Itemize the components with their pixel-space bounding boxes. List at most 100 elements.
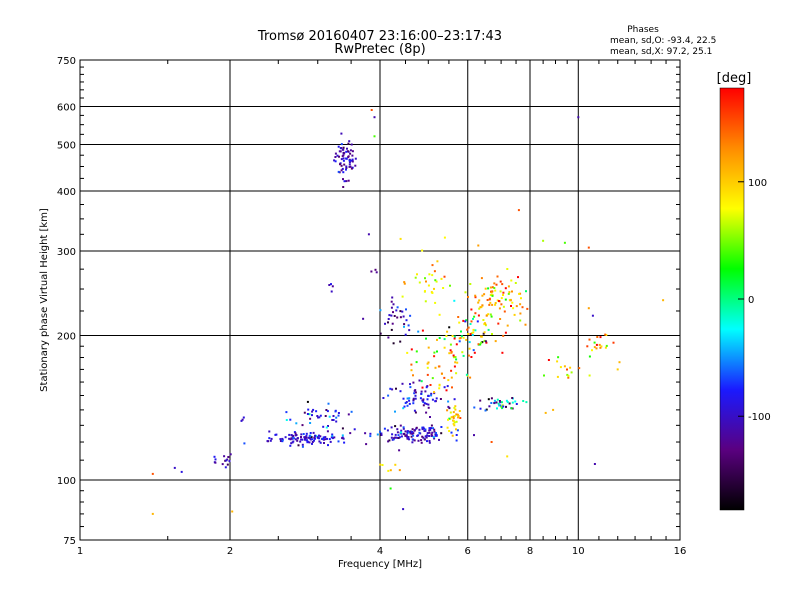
data-point xyxy=(455,372,458,375)
data-point xyxy=(335,420,338,423)
data-point xyxy=(489,286,492,289)
data-point xyxy=(290,442,293,445)
data-point xyxy=(318,437,320,440)
data-point xyxy=(306,400,309,403)
data-point xyxy=(279,440,282,442)
data-point xyxy=(428,429,431,432)
data-point xyxy=(231,510,234,513)
data-point xyxy=(481,294,484,297)
data-point xyxy=(480,335,482,338)
data-point xyxy=(392,303,395,306)
data-point xyxy=(395,309,398,312)
data-point xyxy=(403,282,406,285)
data-point xyxy=(397,434,400,437)
colorbar-ticks: 100 0 -100 xyxy=(738,178,771,423)
data-point xyxy=(296,439,299,442)
data-point xyxy=(370,109,373,111)
data-point xyxy=(447,405,450,408)
data-point xyxy=(405,319,408,322)
data-point xyxy=(502,294,504,296)
data-point xyxy=(390,300,393,303)
data-point xyxy=(428,440,431,442)
data-point xyxy=(440,277,443,280)
data-point xyxy=(483,339,486,342)
data-point xyxy=(599,336,602,339)
data-point xyxy=(487,287,490,290)
data-point xyxy=(340,158,343,161)
colorbar-tick-label: -100 xyxy=(748,412,771,423)
data-point xyxy=(425,386,428,389)
data-point xyxy=(406,404,409,407)
data-point xyxy=(426,373,429,376)
stats-heading: Phases xyxy=(627,25,659,35)
data-point xyxy=(327,425,329,427)
data-point xyxy=(451,434,454,437)
data-point xyxy=(341,427,344,430)
data-point xyxy=(409,383,411,386)
data-point xyxy=(404,402,407,404)
data-point xyxy=(501,407,504,410)
data-point xyxy=(458,340,461,343)
data-point xyxy=(308,441,311,444)
data-point xyxy=(511,397,514,399)
data-point xyxy=(447,400,450,403)
y-tick-label: 400 xyxy=(57,187,76,198)
data-point xyxy=(240,419,243,422)
data-point xyxy=(392,437,395,440)
data-point xyxy=(457,415,460,417)
data-point xyxy=(412,402,415,405)
data-point xyxy=(488,297,491,300)
data-point xyxy=(483,322,486,325)
data-point xyxy=(455,439,458,442)
data-point xyxy=(472,317,474,320)
data-point xyxy=(396,306,399,309)
data-point xyxy=(409,430,412,433)
data-point xyxy=(443,236,446,239)
data-point xyxy=(593,463,596,465)
data-point xyxy=(497,402,500,405)
data-point xyxy=(383,427,386,430)
data-point xyxy=(413,392,416,395)
y-tick-label: 200 xyxy=(57,332,76,343)
data-point xyxy=(281,439,284,441)
data-point xyxy=(504,331,507,334)
data-point xyxy=(499,290,502,293)
data-point xyxy=(347,142,350,145)
data-point xyxy=(453,406,456,409)
data-point xyxy=(435,432,437,434)
y-tick-label: 750 xyxy=(57,56,76,67)
data-point xyxy=(427,284,430,287)
data-point xyxy=(325,409,328,411)
data-point xyxy=(453,424,456,427)
data-point xyxy=(517,209,520,212)
data-point xyxy=(340,143,343,146)
minor-ticks xyxy=(80,60,680,540)
data-point xyxy=(335,416,338,419)
data-point xyxy=(409,386,412,389)
data-point xyxy=(491,294,494,297)
data-point xyxy=(294,432,297,435)
x-axis-label: Frequency [MHz] xyxy=(338,559,422,570)
data-point xyxy=(333,436,336,439)
data-point xyxy=(394,425,397,428)
data-point xyxy=(348,140,351,143)
data-point xyxy=(428,441,431,444)
data-point xyxy=(351,160,354,163)
data-point xyxy=(547,359,550,361)
data-point xyxy=(604,333,607,336)
data-point xyxy=(289,418,292,421)
data-point xyxy=(331,435,334,437)
data-point xyxy=(419,397,422,400)
data-point xyxy=(425,436,428,439)
data-point xyxy=(288,433,291,436)
data-point xyxy=(474,329,477,332)
data-point xyxy=(349,152,352,155)
data-point xyxy=(319,441,322,444)
data-point xyxy=(515,403,518,405)
data-point xyxy=(515,305,518,308)
data-point xyxy=(459,336,462,339)
data-point xyxy=(382,397,385,399)
data-point xyxy=(477,244,480,247)
data-point xyxy=(399,424,402,427)
data-point xyxy=(288,437,291,440)
